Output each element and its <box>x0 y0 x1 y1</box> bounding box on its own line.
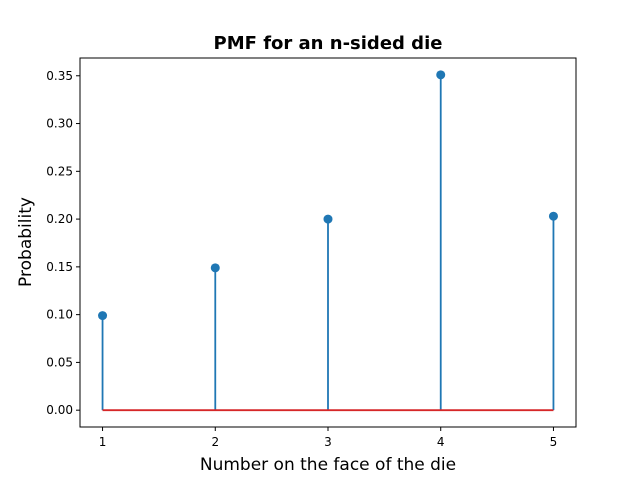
y-tick-label: 0.30 <box>46 117 73 131</box>
y-tick-label: 0.05 <box>46 355 73 369</box>
x-tick-label: 5 <box>550 435 558 449</box>
x-tick-label: 1 <box>99 435 107 449</box>
x-axis-ticks: 1 2 3 4 5 <box>99 427 558 449</box>
y-tick-label: 0.35 <box>46 69 73 83</box>
stem-marker <box>548 211 558 221</box>
y-axis-ticks: 0.00 0.05 0.10 0.15 0.20 0.25 0.30 0.35 <box>46 69 80 417</box>
stem-marker <box>210 263 220 273</box>
y-tick-label: 0.10 <box>46 308 73 322</box>
stem-marker <box>436 70 446 80</box>
stem-series <box>98 70 558 412</box>
stem-marker <box>323 214 333 224</box>
y-tick-label: 0.15 <box>46 260 73 274</box>
chart-title: PMF for an n-sided die <box>214 33 443 54</box>
y-tick-label: 0.20 <box>46 212 73 226</box>
x-tick-label: 2 <box>211 435 219 449</box>
stem-marker <box>98 311 108 321</box>
x-tick-label: 3 <box>324 435 332 449</box>
y-axis-label: Probability <box>16 197 36 287</box>
x-tick-label: 4 <box>437 435 445 449</box>
y-tick-label: 0.25 <box>46 164 73 178</box>
y-tick-label: 0.00 <box>46 403 73 417</box>
x-axis-label: Number on the face of the die <box>200 455 456 475</box>
